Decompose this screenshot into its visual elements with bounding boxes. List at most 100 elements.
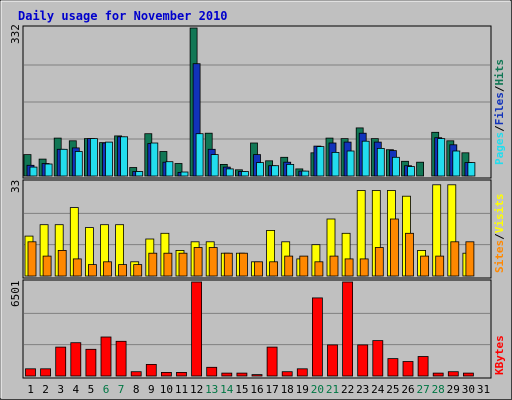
legend-entry: / — [493, 85, 506, 92]
bar-hits-day-27 — [416, 161, 425, 177]
bar-sites-day-22 — [344, 258, 354, 277]
bar-sites-day-25 — [389, 218, 399, 277]
legend-entry: KBytes — [493, 335, 506, 375]
bar-kbytes-day-29 — [447, 371, 459, 377]
bar-kbytes-day-17 — [266, 346, 278, 377]
sites-visits-panel: 33 Sites/Visits — [9, 179, 506, 279]
legend-entry: / — [493, 125, 506, 132]
x-tick-label: 22 — [341, 383, 354, 396]
chart-title: Daily usage for November 2010 — [18, 9, 228, 23]
bar-pages-day-18 — [286, 163, 295, 177]
bar-kbytes-day-16 — [251, 374, 263, 377]
bar-kbytes-day-30 — [462, 372, 474, 377]
bar-sites-day-11 — [178, 252, 188, 277]
bar-sites-day-23 — [359, 258, 369, 277]
x-tick-label: 19 — [296, 383, 309, 396]
bar-sites-day-18 — [284, 255, 294, 277]
bar-pages-day-11 — [180, 171, 189, 177]
bar-sites-day-28 — [435, 255, 445, 277]
bar-pages-day-28 — [437, 138, 446, 177]
bar-pages-day-29 — [452, 150, 461, 177]
x-tick-label: 20 — [311, 383, 324, 396]
bar-pages-day-5 — [90, 138, 98, 177]
x-tick-label: 12 — [190, 383, 203, 396]
panel-bars — [25, 281, 474, 377]
bar-sites-day-5 — [88, 264, 97, 277]
bar-kbytes-day-27 — [417, 356, 429, 377]
bar-kbytes-day-25 — [387, 358, 399, 377]
x-tick-label: 28 — [432, 383, 445, 396]
x-tick-label: 25 — [386, 383, 399, 396]
bar-kbytes-day-14 — [221, 372, 233, 377]
bar-sites-day-27 — [420, 255, 430, 277]
legend-entry: Hits — [493, 59, 506, 86]
bar-sites-day-9 — [148, 252, 158, 277]
pages-files-hits-panel: 332 Pages/Files/Hits — [9, 24, 506, 179]
bar-kbytes-day-12 — [191, 281, 203, 377]
bar-kbytes-day-6 — [100, 336, 112, 377]
bar-kbytes-day-2 — [40, 368, 51, 377]
bar-sites-day-29 — [450, 241, 460, 277]
x-tick-label: 13 — [205, 383, 218, 396]
x-tick-label: 18 — [281, 383, 294, 396]
bar-kbytes-day-7 — [115, 340, 127, 377]
bar-sites-day-4 — [72, 258, 82, 277]
bar-pages-day-6 — [105, 141, 113, 177]
x-tick-label: 16 — [250, 383, 263, 396]
panel-legend: Pages/Files/Hits — [493, 59, 506, 165]
bar-pages-day-2 — [44, 163, 53, 177]
bar-pages-day-24 — [376, 147, 385, 177]
bar-sites-day-8 — [133, 264, 143, 277]
x-tick-label: 10 — [160, 383, 173, 396]
bar-kbytes-day-24 — [372, 340, 384, 377]
bar-sites-day-2 — [42, 255, 52, 277]
x-tick-label: 8 — [133, 383, 140, 396]
bar-kbytes-day-9 — [145, 363, 157, 377]
bar-pages-day-19 — [301, 170, 310, 177]
bar-pages-day-23 — [361, 140, 370, 177]
bar-kbytes-day-23 — [357, 344, 369, 377]
bar-sites-day-16 — [254, 261, 263, 277]
x-tick-label: 7 — [118, 383, 125, 396]
bar-kbytes-day-3 — [55, 346, 67, 377]
x-axis-day-labels: 1 2 3 4 5 6 7 8 9 10 11 12 13 14 15 16 17 18 19 20 21 22 23 24 2… — [27, 383, 490, 396]
panel-legend: KBytes — [493, 335, 506, 375]
bar-kbytes-day-22 — [342, 281, 354, 377]
bar-sites-day-24 — [374, 247, 384, 277]
bar-pages-day-7 — [120, 136, 128, 177]
bar-sites-day-20 — [314, 261, 324, 277]
x-tick-label: 1 — [27, 383, 34, 396]
panel-ymax-label: 6501 — [9, 281, 22, 308]
bar-pages-day-14 — [225, 168, 234, 177]
panel-legend: Sites/Visits — [493, 194, 506, 274]
bar-pages-day-1 — [29, 166, 38, 177]
bar-kbytes-day-18 — [281, 371, 293, 377]
bar-kbytes-day-5 — [85, 348, 97, 377]
bar-sites-day-14 — [223, 252, 233, 277]
bar-pages-day-4 — [74, 151, 83, 177]
bar-pages-day-9 — [150, 142, 159, 177]
x-tick-label: 29 — [447, 383, 460, 396]
panel-gridlines — [24, 64, 490, 140]
legend-entry: Pages — [493, 132, 506, 165]
bar-pages-day-20 — [316, 146, 325, 177]
x-tick-label: 23 — [356, 383, 369, 396]
bar-pages-day-3 — [59, 148, 68, 177]
bar-pages-day-12 — [195, 133, 204, 177]
bar-kbytes-day-13 — [206, 366, 218, 377]
bar-kbytes-day-11 — [176, 371, 187, 377]
bar-kbytes-day-8 — [130, 371, 142, 377]
panel-bars — [23, 27, 476, 177]
x-tick-label: 6 — [103, 383, 110, 396]
legend-entry: Files — [493, 92, 506, 125]
bar-sites-day-15 — [238, 252, 248, 277]
bar-pages-day-25 — [391, 156, 400, 177]
panel-bars — [24, 184, 475, 277]
bar-kbytes-day-20 — [311, 297, 323, 377]
x-tick-label: 31 — [477, 383, 490, 396]
bar-kbytes-day-26 — [402, 361, 414, 377]
x-tick-label: 24 — [371, 383, 385, 396]
x-tick-label: 26 — [401, 383, 414, 396]
bar-pages-day-8 — [135, 171, 144, 177]
